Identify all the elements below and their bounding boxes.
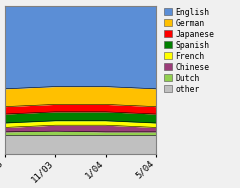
Legend: English, German, Japanese, Spanish, French, Chinese, Dutch, other: English, German, Japanese, Spanish, Fren… xyxy=(163,7,215,94)
